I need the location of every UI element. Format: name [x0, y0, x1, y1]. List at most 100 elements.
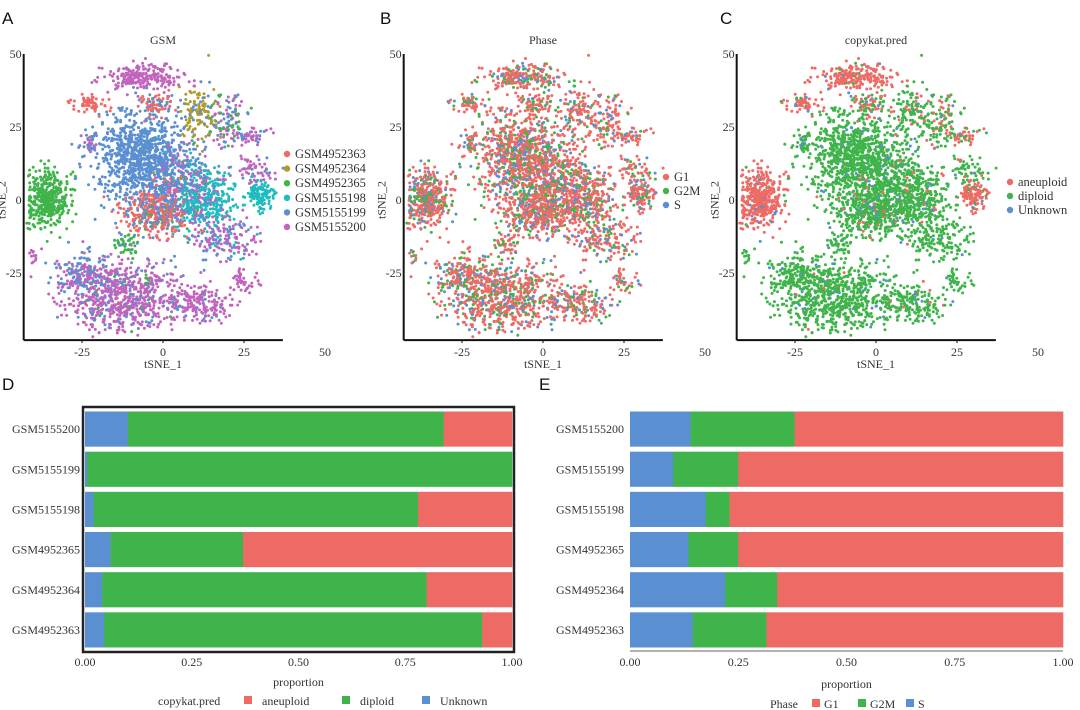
scatter-point — [135, 112, 139, 116]
scatter-point — [59, 199, 63, 203]
scatter-point — [92, 287, 96, 291]
scatter-point — [161, 261, 165, 265]
scatter-point — [71, 220, 75, 224]
scatter-point — [28, 198, 32, 201]
scatter-point — [40, 183, 44, 187]
scatter-point — [120, 290, 124, 294]
scatter-point — [162, 177, 166, 181]
scatter-point — [179, 98, 183, 102]
scatter-point — [211, 207, 215, 211]
scatter-point — [247, 182, 251, 185]
scatter-point — [250, 281, 254, 285]
scatter-point — [114, 307, 118, 311]
scatter-point — [94, 97, 98, 101]
scatter-point — [159, 177, 163, 181]
scatter-point — [184, 180, 188, 184]
scatter-point — [47, 193, 51, 197]
scatter-point — [216, 220, 220, 224]
scatter-point — [210, 294, 214, 297]
scatter-point — [107, 280, 111, 284]
scatter-point — [111, 131, 115, 135]
scatter-point — [63, 195, 66, 199]
scatter-point — [250, 130, 254, 134]
scatter-point — [200, 208, 204, 212]
scatter-point — [91, 104, 95, 108]
scatter-point — [154, 94, 158, 98]
scatter-point — [106, 290, 110, 294]
scatter-point — [151, 65, 155, 68]
scatter-point — [202, 140, 206, 144]
scatter-point — [256, 143, 259, 147]
scatter-point — [113, 171, 117, 175]
scatter-point — [131, 166, 135, 170]
scatter-point — [129, 266, 132, 270]
scatter-point — [185, 291, 189, 295]
scatter-point — [146, 97, 150, 101]
scatter-point — [171, 195, 174, 198]
scatter-point — [217, 183, 221, 187]
scatter-point — [106, 284, 110, 288]
scatter-point — [120, 273, 124, 277]
scatter-point — [31, 176, 35, 179]
scatter-point — [254, 240, 257, 244]
scatter-point — [93, 109, 97, 113]
scatter-point — [256, 140, 260, 144]
scatter-point — [151, 236, 155, 240]
scatter-point — [197, 300, 201, 304]
scatter-point — [199, 80, 203, 84]
scatter-point — [43, 208, 47, 212]
scatter-point — [192, 292, 196, 296]
scatter-point — [271, 131, 275, 135]
scatter-point — [235, 113, 238, 117]
scatter-point — [187, 80, 191, 84]
scatter-point — [99, 308, 103, 312]
scatter-point — [132, 214, 136, 218]
scatter-point — [140, 269, 144, 273]
scatter-point — [140, 129, 144, 133]
scatter-point — [134, 121, 138, 125]
scatter-point — [113, 184, 117, 188]
scatter-point — [208, 172, 212, 176]
scatter-point — [184, 92, 188, 96]
scatter-point — [132, 201, 136, 205]
scatter-point — [64, 273, 68, 277]
scatter-point — [143, 109, 147, 113]
scatter-point — [134, 91, 138, 95]
scatter-point — [191, 318, 194, 322]
scatter-point — [233, 274, 237, 278]
scatter-point — [162, 198, 166, 202]
scatter-point — [73, 188, 77, 192]
scatter-point — [158, 100, 162, 104]
scatter-point — [146, 210, 150, 214]
scatter-point — [122, 207, 126, 211]
scatter-point — [154, 148, 158, 152]
scatter-point — [185, 155, 189, 159]
scatter-point — [262, 130, 266, 133]
scatter-point — [198, 321, 202, 325]
scatter-point — [163, 85, 167, 89]
scatter-point — [225, 112, 229, 116]
scatter-point — [182, 216, 186, 220]
scatter-point — [267, 199, 271, 203]
scatter-point — [207, 295, 211, 299]
scatter-point — [247, 253, 251, 257]
scatter-point — [139, 291, 143, 295]
scatter-point — [142, 85, 146, 88]
scatter-point — [95, 152, 99, 156]
scatter-point — [39, 206, 43, 210]
scatter-point — [125, 220, 129, 224]
scatter-point — [131, 322, 135, 326]
scatter-point — [148, 220, 152, 224]
scatter-point — [163, 203, 167, 206]
scatter-point — [249, 160, 253, 164]
scatter-point — [171, 168, 175, 172]
scatter-point — [228, 124, 232, 128]
scatter-point — [42, 180, 46, 184]
scatter-point — [116, 289, 120, 293]
scatter-point — [128, 172, 131, 176]
scatter-point — [103, 314, 107, 318]
scatter-point — [252, 162, 256, 166]
scatter-point — [125, 309, 129, 313]
scatter-point — [143, 216, 147, 219]
scatter-point — [237, 250, 241, 254]
